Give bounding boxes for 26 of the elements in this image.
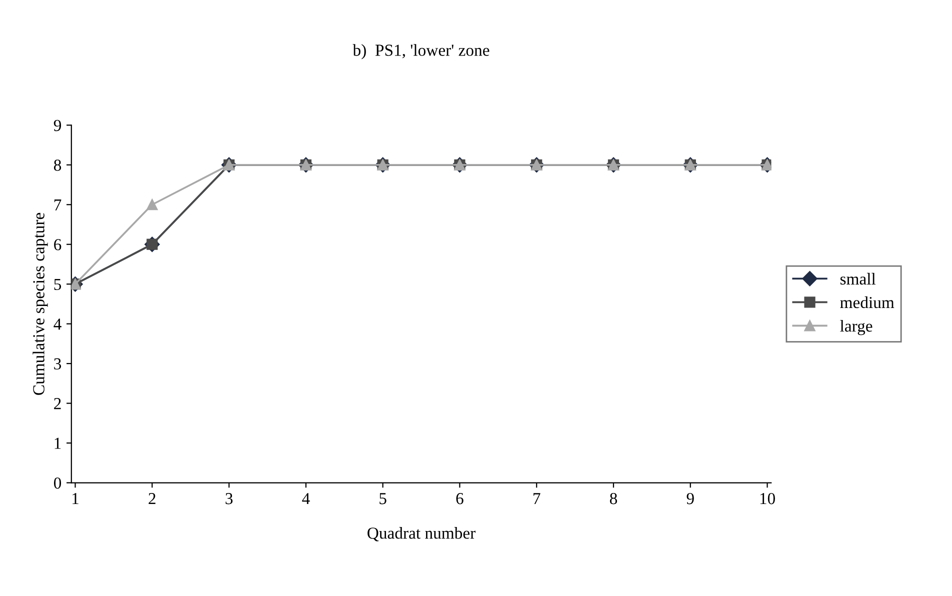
y-tick-label: 4 <box>54 318 62 330</box>
x-tick-label: 2 <box>148 493 156 504</box>
y-axis-title: Cumulative species capture <box>32 212 48 395</box>
y-tick-label: 8 <box>54 160 62 171</box>
x-tick-label: 5 <box>380 493 386 504</box>
legend-label: small <box>840 272 876 285</box>
x-tick-label: 10 <box>760 492 775 504</box>
x-tick-label: 4 <box>302 493 310 504</box>
y-tick-label: 6 <box>54 239 62 250</box>
x-tick-label: 6 <box>456 493 464 504</box>
x-tick-label: 8 <box>610 492 618 504</box>
y-tick-label: 1 <box>54 438 61 449</box>
y-tick-label: 9 <box>54 120 61 132</box>
y-tick-label: 7 <box>54 199 62 210</box>
y-tick-label: 2 <box>54 398 61 410</box>
y-tick-label: 3 <box>54 358 62 370</box>
y-tick-label: 0 <box>54 477 62 489</box>
x-tick-label: 3 <box>226 493 233 504</box>
x-tick-label: 1 <box>72 493 78 504</box>
chart-title: b) PS1, 'lower' zone <box>352 44 490 60</box>
legend-label: medium <box>840 296 894 308</box>
x-tick-label: 7 <box>534 493 540 504</box>
x-axis-title: Quadrat number <box>368 527 476 542</box>
x-tick-label: 9 <box>686 493 694 504</box>
y-tick-label: 5 <box>54 278 62 290</box>
legend-label: large <box>840 320 872 336</box>
